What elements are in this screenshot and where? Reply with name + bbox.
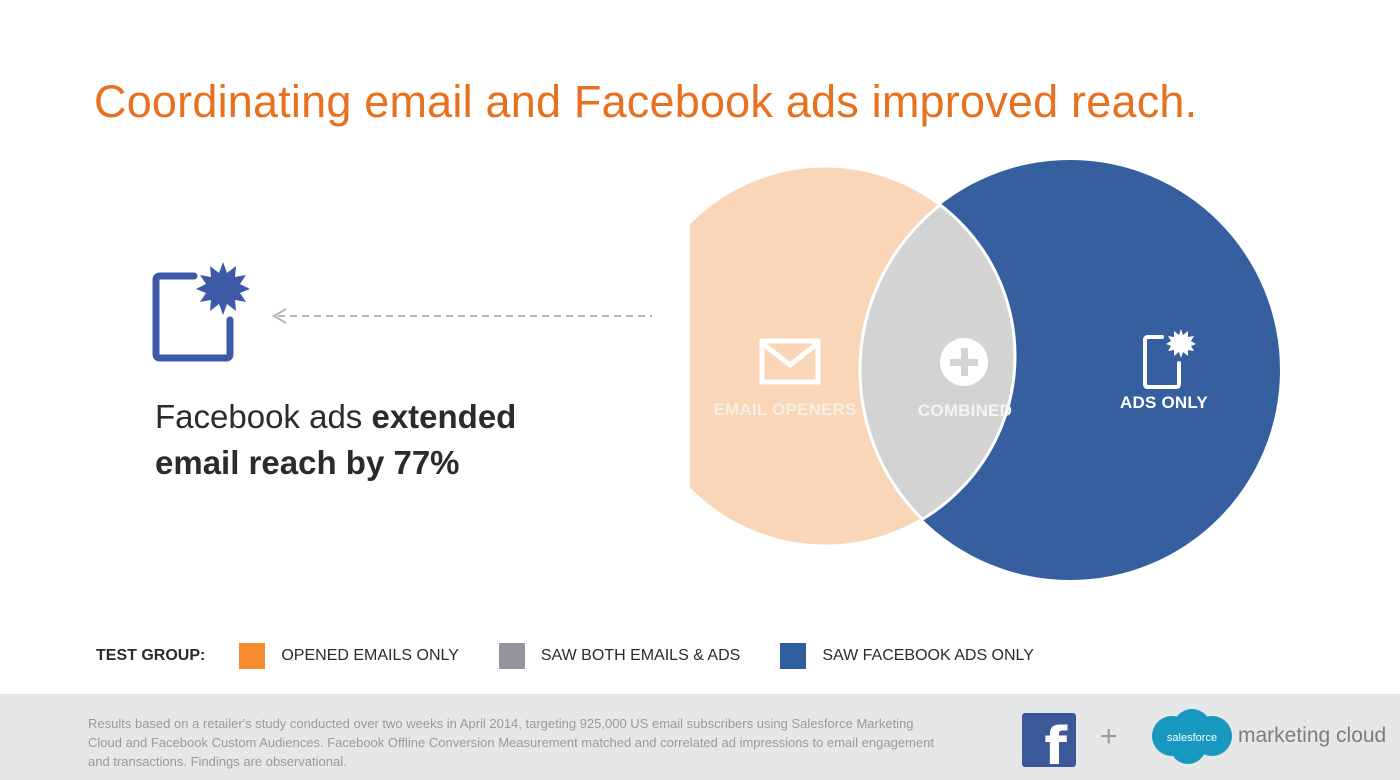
legend: TEST GROUP: OPENED EMAILS ONLY SAW BOTH … bbox=[96, 643, 1074, 669]
salesforce-cloud-logo: salesforce bbox=[1152, 709, 1232, 764]
legend-swatch-orange bbox=[239, 643, 266, 669]
dashed-arrow bbox=[272, 308, 652, 324]
overlap-outline bbox=[858, 166, 1015, 546]
footnote: Results based on a retailer's study cond… bbox=[88, 716, 934, 769]
ad-burst-icon bbox=[1143, 329, 1196, 389]
claim-text-bold-2: email reach by 77% bbox=[155, 444, 460, 481]
legend-swatch-gray bbox=[498, 643, 525, 669]
plus-sign: + bbox=[1100, 720, 1118, 753]
legend-title: TEST GROUP: bbox=[96, 647, 206, 664]
email-openers-label: EMAIL OPENERS bbox=[713, 400, 857, 419]
reach-claim: Facebook ads extended email reach by 77% bbox=[155, 394, 516, 486]
plus-circle-icon bbox=[940, 338, 988, 386]
page-title: Coordinating email and Facebook ads impr… bbox=[94, 76, 1198, 127]
legend-item-opened: OPENED EMAILS ONLY bbox=[239, 643, 459, 669]
claim-text-bold-1: extended bbox=[371, 398, 517, 435]
envelope-icon bbox=[759, 338, 821, 385]
footer: Results based on a retailer's study cond… bbox=[0, 694, 1400, 780]
facebook-ad-icon bbox=[152, 262, 250, 362]
legend-label: SAW BOTH EMAILS & ADS bbox=[540, 647, 741, 664]
ads-only-label: ADS ONLY bbox=[1120, 393, 1208, 412]
legend-item-both: SAW BOTH EMAILS & ADS bbox=[498, 643, 741, 669]
venn-diagram bbox=[690, 160, 1280, 580]
claim-text-normal: Facebook ads bbox=[155, 398, 372, 435]
combined-label: COMBINED bbox=[917, 401, 1013, 420]
legend-swatch-blue bbox=[780, 643, 807, 669]
marketing-cloud-text: marketing cloud bbox=[1238, 724, 1387, 747]
salesforce-word: salesforce bbox=[1167, 732, 1217, 744]
openers-outline bbox=[690, 164, 1017, 548]
legend-item-ads: SAW FACEBOOK ADS ONLY bbox=[780, 643, 1034, 669]
burst-shape bbox=[196, 262, 250, 315]
legend-label: SAW FACEBOOK ADS ONLY bbox=[822, 647, 1034, 664]
combined-overlap bbox=[860, 166, 1015, 546]
facebook-logo-icon: f bbox=[1022, 713, 1076, 773]
legend-label: OPENED EMAILS ONLY bbox=[281, 647, 459, 664]
